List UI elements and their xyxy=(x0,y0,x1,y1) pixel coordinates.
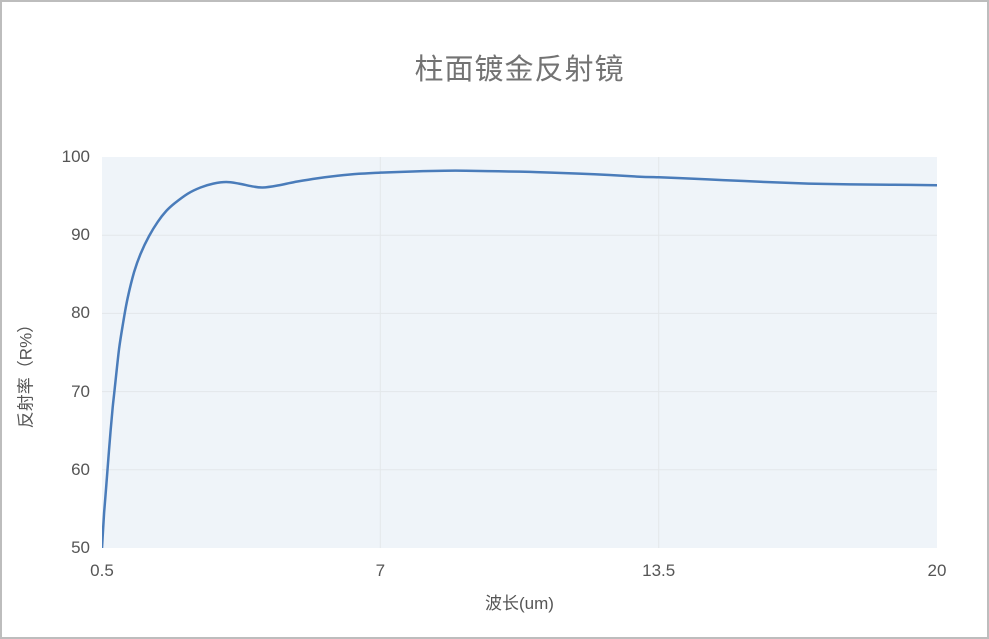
y-tick-label: 90 xyxy=(71,225,90,245)
y-tick-label: 80 xyxy=(71,303,90,323)
chart-title: 柱面镀金反射镜 xyxy=(414,54,625,86)
x-tick-label: 0.5 xyxy=(90,561,114,580)
y-tick-label: 50 xyxy=(71,538,90,557)
x-tick-label: 13.5 xyxy=(642,561,676,580)
y-tick-label: 100 xyxy=(61,147,90,166)
plot-area xyxy=(102,157,937,548)
line-chart-svg xyxy=(102,157,937,548)
x-tick-label: 7 xyxy=(375,561,386,580)
y-axis-label: 反射率（R%） xyxy=(16,315,36,429)
y-tick-label: 60 xyxy=(71,459,90,479)
x-axis-label: 波长(um) xyxy=(485,594,554,613)
x-tick-label: 20 xyxy=(927,561,947,580)
reflectance-line xyxy=(102,169,937,548)
y-tick-label: 70 xyxy=(71,381,90,401)
